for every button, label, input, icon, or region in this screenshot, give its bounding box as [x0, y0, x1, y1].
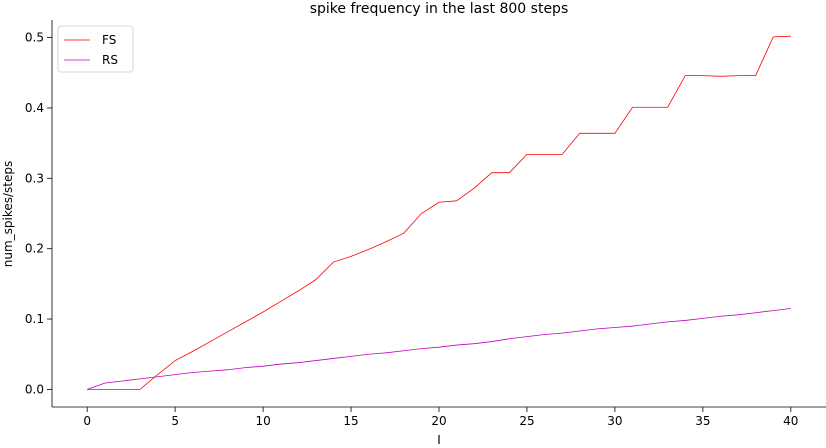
x-tick-label: 10 — [255, 414, 270, 428]
y-tick-label: 0.5 — [25, 31, 44, 45]
plot-area: 0 5 10 15 20 25 30 35 40 0.0 0.1 0.2 0.3 0.4 0.5 — [25, 20, 826, 428]
legend-label-rs: RS — [102, 53, 118, 67]
y-tick-label: 0.3 — [25, 171, 44, 185]
x-tick-label: 20 — [431, 414, 446, 428]
series-line-rs — [87, 308, 791, 390]
y-tick-label: 0.1 — [25, 312, 44, 326]
legend: FS RS — [57, 25, 134, 73]
x-tick-label: 0 — [83, 414, 91, 428]
y-tick-label: 0.4 — [25, 101, 44, 115]
x-axis-label: I — [437, 433, 441, 447]
x-tick-label: 35 — [695, 414, 710, 428]
x-tick-label: 30 — [607, 414, 622, 428]
x-tick-label: 15 — [343, 414, 358, 428]
series-line-fs — [87, 35, 791, 390]
y-tick-label: 0.0 — [25, 382, 44, 396]
x-tick-label: 40 — [783, 414, 798, 428]
chart-title: spike frequency in the last 800 steps — [310, 1, 569, 17]
y-axis-label: num_spikes/steps — [1, 161, 15, 268]
x-tick-label: 5 — [171, 414, 179, 428]
x-tick-label: 25 — [519, 414, 534, 428]
legend-box — [57, 25, 134, 73]
legend-label-fs: FS — [102, 33, 116, 47]
y-tick-label: 0.2 — [25, 242, 44, 256]
